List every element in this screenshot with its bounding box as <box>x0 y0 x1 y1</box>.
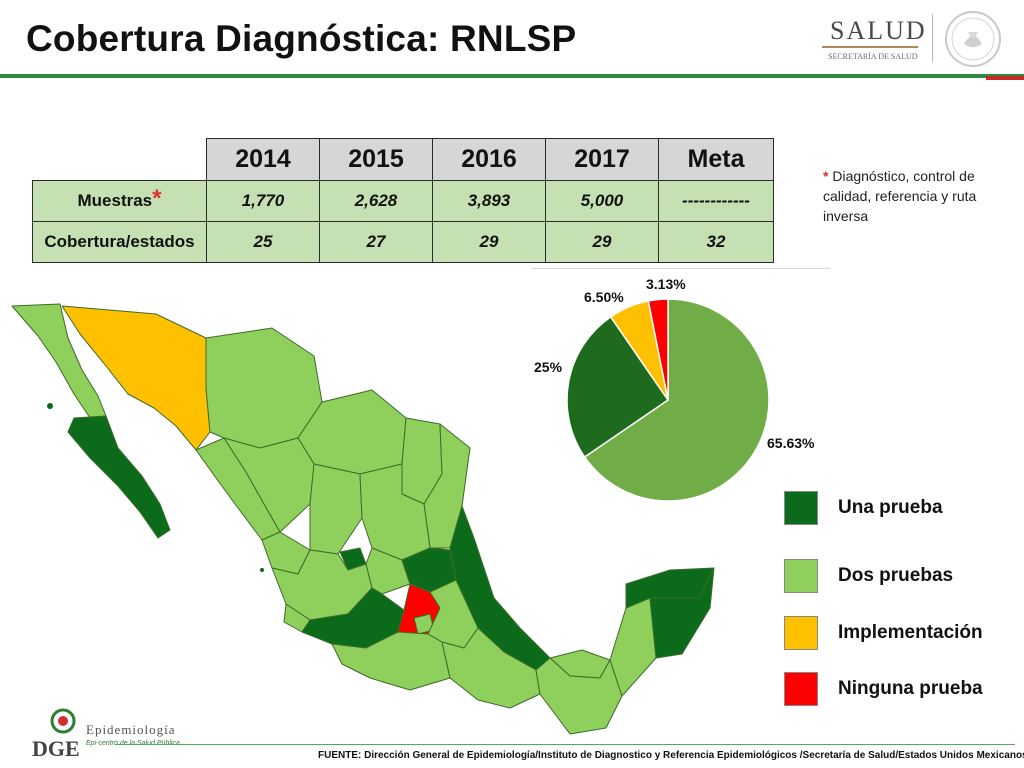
table-header-cell: 2015 <box>319 138 433 181</box>
table-header-cell: Meta <box>658 138 774 181</box>
map-state-campeche <box>609 597 657 697</box>
legend-swatch <box>784 616 818 650</box>
salud-logo-rule <box>822 46 918 48</box>
map-island <box>47 403 53 409</box>
epidemiologia-emblem-icon <box>50 708 76 734</box>
row-label-text: Muestras <box>77 191 153 210</box>
footnote-star: * <box>823 168 829 184</box>
pie-label: 6.50% <box>584 289 624 305</box>
logo-divider <box>932 14 933 62</box>
table-cell: 3,893 <box>432 180 546 222</box>
national-seal-icon <box>945 11 1001 67</box>
map-state-baja-california-sur <box>67 415 171 539</box>
table-row: Muestras* 1,770 2,628 3,893 5,000 ------… <box>32 180 774 222</box>
table-cell: 29 <box>432 221 546 263</box>
legend-label: Una prueba <box>838 497 943 518</box>
legend-label: Dos pruebas <box>838 565 954 586</box>
header-rule-accent <box>986 76 1024 80</box>
table-header-cell: 2016 <box>432 138 546 181</box>
legend-swatch <box>784 672 818 706</box>
map-state-sonora <box>61 305 211 451</box>
row-label-muestras: Muestras* <box>32 180 207 222</box>
pie-slice-una-prueba <box>566 315 670 459</box>
table-cell: ------------ <box>658 180 774 222</box>
footnote: * Diagnóstico, control de calidad, refer… <box>823 166 1013 226</box>
table-cell: 2,628 <box>319 180 433 222</box>
map-state-quintana-roo <box>649 567 715 659</box>
legend-label: Implementación <box>838 622 983 643</box>
mexico-states-map <box>11 303 715 735</box>
table-row: Cobertura/estados 25 27 29 29 32 <box>32 221 774 263</box>
pie-label: 3.13% <box>646 276 686 292</box>
row-label-cobertura: Cobertura/estados <box>32 221 207 263</box>
table-header-cell: 2017 <box>545 138 659 181</box>
legend-swatch <box>784 491 818 525</box>
legend-label: Ninguna prueba <box>838 678 983 699</box>
table-cell: 5,000 <box>545 180 659 222</box>
table-cell: 25 <box>206 221 320 263</box>
salud-logo-subtitle: SECRETARÍA DE SALUD <box>828 52 918 61</box>
pie-slice-ninguna-prueba <box>647 298 669 401</box>
epidemiologia-tagline: Epi-centro de la Salud Pública <box>86 740 180 747</box>
table-corner-cell <box>33 139 207 181</box>
pie-label: 25% <box>534 359 563 375</box>
footnote-text: Diagnóstico, control de calidad, referen… <box>823 168 977 224</box>
salud-logo-name: SALUD <box>830 16 927 45</box>
epidemiologia-logo: DGE Epidemiología Epi-centro de la Salud… <box>30 708 190 764</box>
table-header-cell: 2014 <box>206 138 320 181</box>
legend-swatch <box>784 559 818 593</box>
table-cell: 1,770 <box>206 180 320 222</box>
pie-frame-line <box>532 268 830 269</box>
pie-slice-dos-pruebas <box>583 298 770 502</box>
epidemiologia-wordmark: Epidemiología <box>86 722 176 737</box>
map-state-zacatecas <box>309 463 363 555</box>
pie-label: 65.63% <box>767 435 815 451</box>
source-footer: FUENTE: Dirección General de Epidemiolog… <box>318 750 1024 761</box>
table-cell: 29 <box>545 221 659 263</box>
coverage-pie-chart <box>566 298 770 502</box>
dge-mark: DGE <box>32 736 80 761</box>
slide-title: Cobertura Diagnóstica: RNLSP <box>26 18 577 59</box>
asterisk-mark: * <box>152 185 162 212</box>
salud-logo: SALUD SECRETARÍA DE SALUD <box>818 16 925 61</box>
table-header-row: 2014 2015 2016 2017 Meta <box>33 138 774 181</box>
map-island <box>260 568 264 572</box>
coverage-table: 2014 2015 2016 2017 Meta Muestras* 1,770… <box>32 138 774 263</box>
header-rule <box>0 74 1024 78</box>
table-cell: 27 <box>319 221 433 263</box>
table-cell: 32 <box>658 221 774 263</box>
footer-rule <box>115 744 1015 745</box>
